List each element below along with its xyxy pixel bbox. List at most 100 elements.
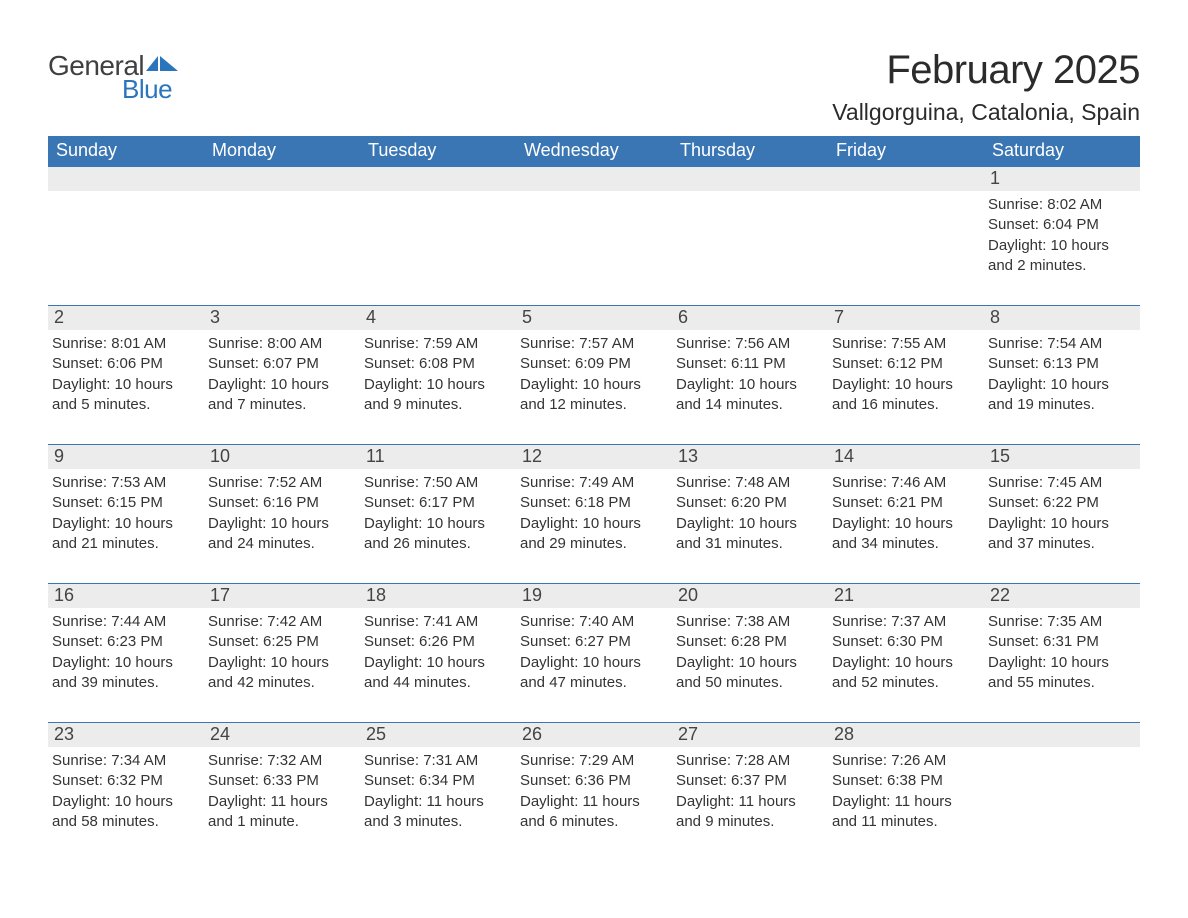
day-body: Sunrise: 7:44 AMSunset: 6:23 PMDaylight:… bbox=[48, 608, 204, 700]
day-body: Sunrise: 7:42 AMSunset: 6:25 PMDaylight:… bbox=[204, 608, 360, 700]
daylight: Daylight: 10 hours and 2 minutes. bbox=[988, 236, 1134, 277]
day-number: 6 bbox=[672, 306, 828, 330]
sunset: Sunset: 6:15 PM bbox=[52, 493, 198, 513]
daylight: Daylight: 11 hours and 3 minutes. bbox=[364, 792, 510, 833]
daylight: Daylight: 11 hours and 9 minutes. bbox=[676, 792, 822, 833]
sunrise: Sunrise: 7:28 AM bbox=[676, 751, 822, 771]
sunrise: Sunrise: 7:35 AM bbox=[988, 612, 1134, 632]
day-body: Sunrise: 7:31 AMSunset: 6:34 PMDaylight:… bbox=[360, 747, 516, 839]
day-body: Sunrise: 7:28 AMSunset: 6:37 PMDaylight:… bbox=[672, 747, 828, 839]
day-number: 1 bbox=[984, 167, 1140, 191]
week-row: 2345678Sunrise: 8:01 AMSunset: 6:06 PMDa… bbox=[48, 305, 1140, 422]
day-body: Sunrise: 7:35 AMSunset: 6:31 PMDaylight:… bbox=[984, 608, 1140, 700]
location: Vallgorguina, Catalonia, Spain bbox=[832, 99, 1140, 126]
daybody-row: Sunrise: 7:44 AMSunset: 6:23 PMDaylight:… bbox=[48, 608, 1140, 700]
day-body: Sunrise: 7:41 AMSunset: 6:26 PMDaylight:… bbox=[360, 608, 516, 700]
day-number: 16 bbox=[48, 584, 204, 608]
weeks-container: 1Sunrise: 8:02 AMSunset: 6:04 PMDaylight… bbox=[48, 166, 1140, 839]
sunrise: Sunrise: 7:37 AM bbox=[832, 612, 978, 632]
day-body: Sunrise: 7:46 AMSunset: 6:21 PMDaylight:… bbox=[828, 469, 984, 561]
daybody-row: Sunrise: 8:02 AMSunset: 6:04 PMDaylight:… bbox=[48, 191, 1140, 283]
daylight: Daylight: 10 hours and 50 minutes. bbox=[676, 653, 822, 694]
day-number: 19 bbox=[516, 584, 672, 608]
day-body: Sunrise: 8:00 AMSunset: 6:07 PMDaylight:… bbox=[204, 330, 360, 422]
daylight: Daylight: 10 hours and 9 minutes. bbox=[364, 375, 510, 416]
weekday-tue: Tuesday bbox=[360, 136, 516, 166]
day-body bbox=[516, 191, 672, 283]
day-number: 17 bbox=[204, 584, 360, 608]
sunrise: Sunrise: 7:56 AM bbox=[676, 334, 822, 354]
sunset: Sunset: 6:08 PM bbox=[364, 354, 510, 374]
daylight: Daylight: 10 hours and 37 minutes. bbox=[988, 514, 1134, 555]
daylight: Daylight: 11 hours and 6 minutes. bbox=[520, 792, 666, 833]
week-row: 9101112131415Sunrise: 7:53 AMSunset: 6:1… bbox=[48, 444, 1140, 561]
sunrise: Sunrise: 8:00 AM bbox=[208, 334, 354, 354]
day-body: Sunrise: 7:38 AMSunset: 6:28 PMDaylight:… bbox=[672, 608, 828, 700]
sunset: Sunset: 6:17 PM bbox=[364, 493, 510, 513]
daynum-strip: 232425262728 bbox=[48, 723, 1140, 747]
sunset: Sunset: 6:18 PM bbox=[520, 493, 666, 513]
day-body: Sunrise: 7:48 AMSunset: 6:20 PMDaylight:… bbox=[672, 469, 828, 561]
day-number: 4 bbox=[360, 306, 516, 330]
day-number bbox=[516, 167, 672, 191]
logo-text-blue: Blue bbox=[122, 76, 180, 102]
sunset: Sunset: 6:11 PM bbox=[676, 354, 822, 374]
calendar: Sunday Monday Tuesday Wednesday Thursday… bbox=[48, 136, 1140, 839]
day-body: Sunrise: 7:40 AMSunset: 6:27 PMDaylight:… bbox=[516, 608, 672, 700]
daylight: Daylight: 10 hours and 58 minutes. bbox=[52, 792, 198, 833]
day-number: 12 bbox=[516, 445, 672, 469]
day-number: 2 bbox=[48, 306, 204, 330]
day-body bbox=[672, 191, 828, 283]
sunset: Sunset: 6:13 PM bbox=[988, 354, 1134, 374]
weekday-mon: Monday bbox=[204, 136, 360, 166]
day-number: 21 bbox=[828, 584, 984, 608]
day-number bbox=[828, 167, 984, 191]
sunset: Sunset: 6:21 PM bbox=[832, 493, 978, 513]
sunrise: Sunrise: 7:52 AM bbox=[208, 473, 354, 493]
day-number: 27 bbox=[672, 723, 828, 747]
sunrise: Sunrise: 7:48 AM bbox=[676, 473, 822, 493]
sunrise: Sunrise: 7:50 AM bbox=[364, 473, 510, 493]
day-number: 13 bbox=[672, 445, 828, 469]
sunrise: Sunrise: 7:29 AM bbox=[520, 751, 666, 771]
day-body: Sunrise: 7:59 AMSunset: 6:08 PMDaylight:… bbox=[360, 330, 516, 422]
daylight: Daylight: 11 hours and 1 minute. bbox=[208, 792, 354, 833]
month-title: February 2025 bbox=[832, 48, 1140, 93]
day-body bbox=[828, 191, 984, 283]
day-number bbox=[204, 167, 360, 191]
daylight: Daylight: 10 hours and 39 minutes. bbox=[52, 653, 198, 694]
daylight: Daylight: 10 hours and 47 minutes. bbox=[520, 653, 666, 694]
day-body: Sunrise: 7:54 AMSunset: 6:13 PMDaylight:… bbox=[984, 330, 1140, 422]
daynum-strip: 1 bbox=[48, 167, 1140, 191]
daylight: Daylight: 10 hours and 24 minutes. bbox=[208, 514, 354, 555]
day-body: Sunrise: 7:37 AMSunset: 6:30 PMDaylight:… bbox=[828, 608, 984, 700]
day-number bbox=[672, 167, 828, 191]
day-number: 10 bbox=[204, 445, 360, 469]
daylight: Daylight: 10 hours and 26 minutes. bbox=[364, 514, 510, 555]
weekday-wed: Wednesday bbox=[516, 136, 672, 166]
sunset: Sunset: 6:36 PM bbox=[520, 771, 666, 791]
weekday-thu: Thursday bbox=[672, 136, 828, 166]
sunset: Sunset: 6:25 PM bbox=[208, 632, 354, 652]
sunrise: Sunrise: 7:53 AM bbox=[52, 473, 198, 493]
daybody-row: Sunrise: 8:01 AMSunset: 6:06 PMDaylight:… bbox=[48, 330, 1140, 422]
sunset: Sunset: 6:16 PM bbox=[208, 493, 354, 513]
daylight: Daylight: 10 hours and 19 minutes. bbox=[988, 375, 1134, 416]
day-body: Sunrise: 7:52 AMSunset: 6:16 PMDaylight:… bbox=[204, 469, 360, 561]
day-body bbox=[48, 191, 204, 283]
day-number: 3 bbox=[204, 306, 360, 330]
sunset: Sunset: 6:32 PM bbox=[52, 771, 198, 791]
day-number: 18 bbox=[360, 584, 516, 608]
day-body: Sunrise: 7:26 AMSunset: 6:38 PMDaylight:… bbox=[828, 747, 984, 839]
sunset: Sunset: 6:12 PM bbox=[832, 354, 978, 374]
sunset: Sunset: 6:34 PM bbox=[364, 771, 510, 791]
day-number bbox=[48, 167, 204, 191]
sunset: Sunset: 6:26 PM bbox=[364, 632, 510, 652]
sunrise: Sunrise: 7:46 AM bbox=[832, 473, 978, 493]
header: General Blue February 2025 Vallgorguina,… bbox=[48, 48, 1140, 126]
daylight: Daylight: 10 hours and 31 minutes. bbox=[676, 514, 822, 555]
daylight: Daylight: 10 hours and 21 minutes. bbox=[52, 514, 198, 555]
daylight: Daylight: 10 hours and 55 minutes. bbox=[988, 653, 1134, 694]
day-number: 23 bbox=[48, 723, 204, 747]
daylight: Daylight: 10 hours and 44 minutes. bbox=[364, 653, 510, 694]
